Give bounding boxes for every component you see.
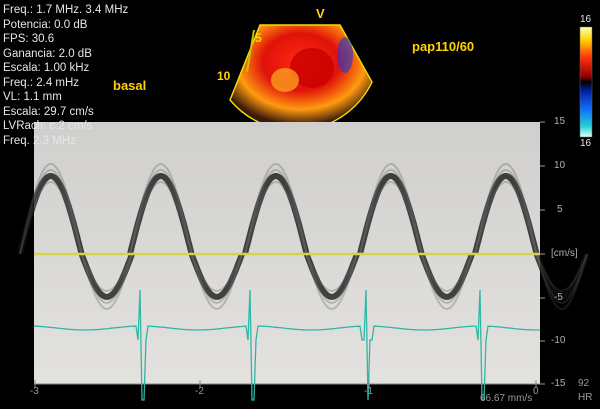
spectral-envelope [129,163,243,310]
spectral-envelope [474,181,588,292]
spectral-envelope [129,169,243,304]
spectral-envelope [359,163,473,310]
param-line: LVRach: c.2 cm/s [3,120,93,132]
param-line: Freq. 2.3 MHz [3,134,76,147]
time-tick: -3 [30,386,39,397]
heart-rate-value: 92 [578,378,590,389]
spectral-envelope [127,173,245,300]
time-tick: -2 [195,386,204,397]
color-scale-top: 16 [580,14,592,25]
color-scale-bottom: 16 [580,138,592,149]
sweep-speed: 66.67 mm/s [480,393,533,404]
velocity-tick: 15 [554,116,566,127]
time-tick: 0 [533,386,539,397]
spectral-envelope [129,181,243,292]
param-line: Escala: 29.7 cm/s [3,105,94,118]
param-line: Ganancia: 2.0 dB [3,47,92,60]
spectral-envelope [242,173,360,300]
velocity-tick: -5 [554,292,563,303]
velocity-tick: 10 [554,160,566,171]
spectral-envelope [19,163,133,310]
spectral-envelope [359,181,473,292]
param-line: Freq.: 2.4 mHz [3,76,80,89]
param-line: Potencia: 0.0 dB [3,18,88,31]
spectral-envelope [244,163,358,310]
param-line: VL: 1.1 mm [3,91,62,103]
ecg-trace [33,289,540,401]
spectral-waveform [17,163,590,310]
spectral-envelope [474,169,588,304]
param-line: FPS: 30.6 [3,33,55,45]
spectral-envelope [357,173,475,300]
spectral-envelope [359,169,473,304]
spectral-envelope [19,169,133,304]
pressure-label: pap110/60 [412,39,475,54]
basal-label: basal [113,78,147,93]
spectral-envelope [19,181,133,292]
velocity-tick: -15 [551,378,566,389]
velocity-tick: -10 [551,335,566,346]
depth-5-label: 5 [255,31,262,45]
spectral-envelope [474,163,588,310]
time-tick: -1 [364,386,373,397]
spectral-envelope [244,181,358,292]
acquisition-parameters: Freq.: 1.7 MHz. 3.4 MHz Potencia: 0.0 dB… [3,3,128,148]
velocity-tick: 5 [557,204,563,215]
spectral-envelope [17,173,135,300]
spectral-envelope [472,173,590,300]
depth-10-label: 10 [217,69,231,83]
velocity-unit: [cm/s] [551,248,578,259]
spectral-envelope [244,169,358,304]
param-line: Freq.: 1.7 MHz. 3.4 MHz [3,4,129,16]
color-scale-bar [579,26,593,138]
sector-v-label: V [316,6,325,21]
heart-rate-label: HR [578,392,593,403]
param-line: Escala: 1.00 kHz [3,62,90,74]
